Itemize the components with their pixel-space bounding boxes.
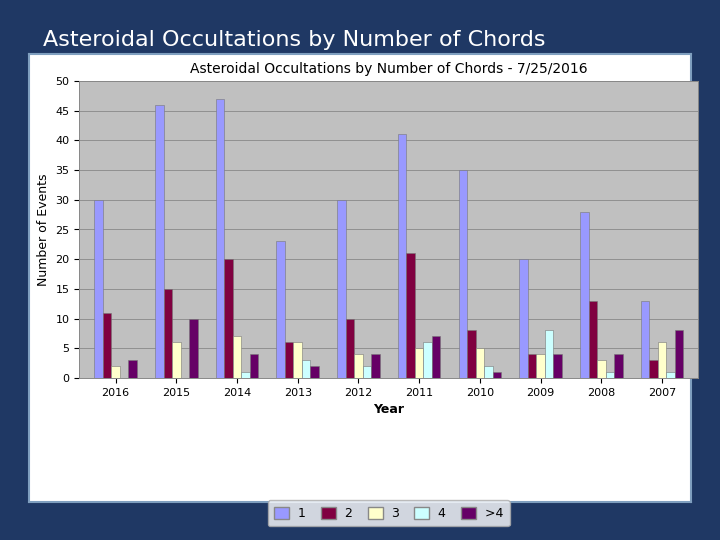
Bar — [536, 354, 545, 378]
Bar — [302, 360, 310, 378]
Bar — [658, 342, 666, 378]
Bar — [363, 366, 372, 378]
Bar — [459, 170, 467, 378]
Bar — [225, 259, 233, 378]
Bar — [528, 354, 536, 378]
Bar — [649, 360, 658, 378]
Bar — [112, 366, 120, 378]
Bar — [128, 360, 137, 378]
Bar — [588, 301, 597, 378]
Bar — [241, 372, 250, 378]
Bar — [310, 366, 319, 378]
Bar — [484, 366, 492, 378]
Bar — [406, 253, 415, 378]
Bar — [415, 348, 423, 378]
Bar — [423, 342, 432, 378]
Bar — [432, 336, 441, 378]
Bar — [94, 200, 103, 378]
Bar — [276, 241, 285, 378]
Y-axis label: Number of Events: Number of Events — [37, 173, 50, 286]
Bar — [285, 342, 294, 378]
Bar — [553, 354, 562, 378]
Bar — [467, 330, 476, 378]
Bar — [346, 319, 354, 378]
Bar — [675, 330, 683, 378]
Bar — [189, 319, 197, 378]
Bar — [216, 99, 225, 378]
X-axis label: Year: Year — [373, 403, 405, 416]
Bar — [155, 105, 163, 378]
Bar — [233, 336, 241, 378]
Bar — [641, 301, 649, 378]
Title: Asteroidal Occultations by Number of Chords - 7/25/2016: Asteroidal Occultations by Number of Cho… — [190, 62, 588, 76]
Bar — [354, 354, 363, 378]
Bar — [294, 342, 302, 378]
Bar — [492, 372, 501, 378]
Bar — [545, 330, 553, 378]
Bar — [476, 348, 484, 378]
Bar — [250, 354, 258, 378]
Bar — [337, 200, 346, 378]
Bar — [597, 360, 606, 378]
Bar — [519, 259, 528, 378]
Bar — [580, 212, 588, 378]
Text: Asteroidal Occultations by Number of Chords: Asteroidal Occultations by Number of Cho… — [43, 30, 546, 50]
Bar — [614, 354, 623, 378]
Bar — [103, 313, 112, 378]
Bar — [172, 342, 181, 378]
Bar — [606, 372, 614, 378]
Bar — [163, 289, 172, 378]
Bar — [372, 354, 379, 378]
Bar — [398, 134, 406, 378]
Bar — [666, 372, 675, 378]
Legend:  1,  2,  3,  4,  >4: 1, 2, 3, 4, >4 — [268, 501, 510, 526]
